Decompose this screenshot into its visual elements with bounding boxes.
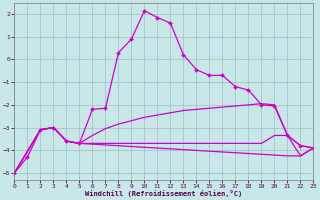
X-axis label: Windchill (Refroidissement éolien,°C): Windchill (Refroidissement éolien,°C): [85, 190, 243, 197]
